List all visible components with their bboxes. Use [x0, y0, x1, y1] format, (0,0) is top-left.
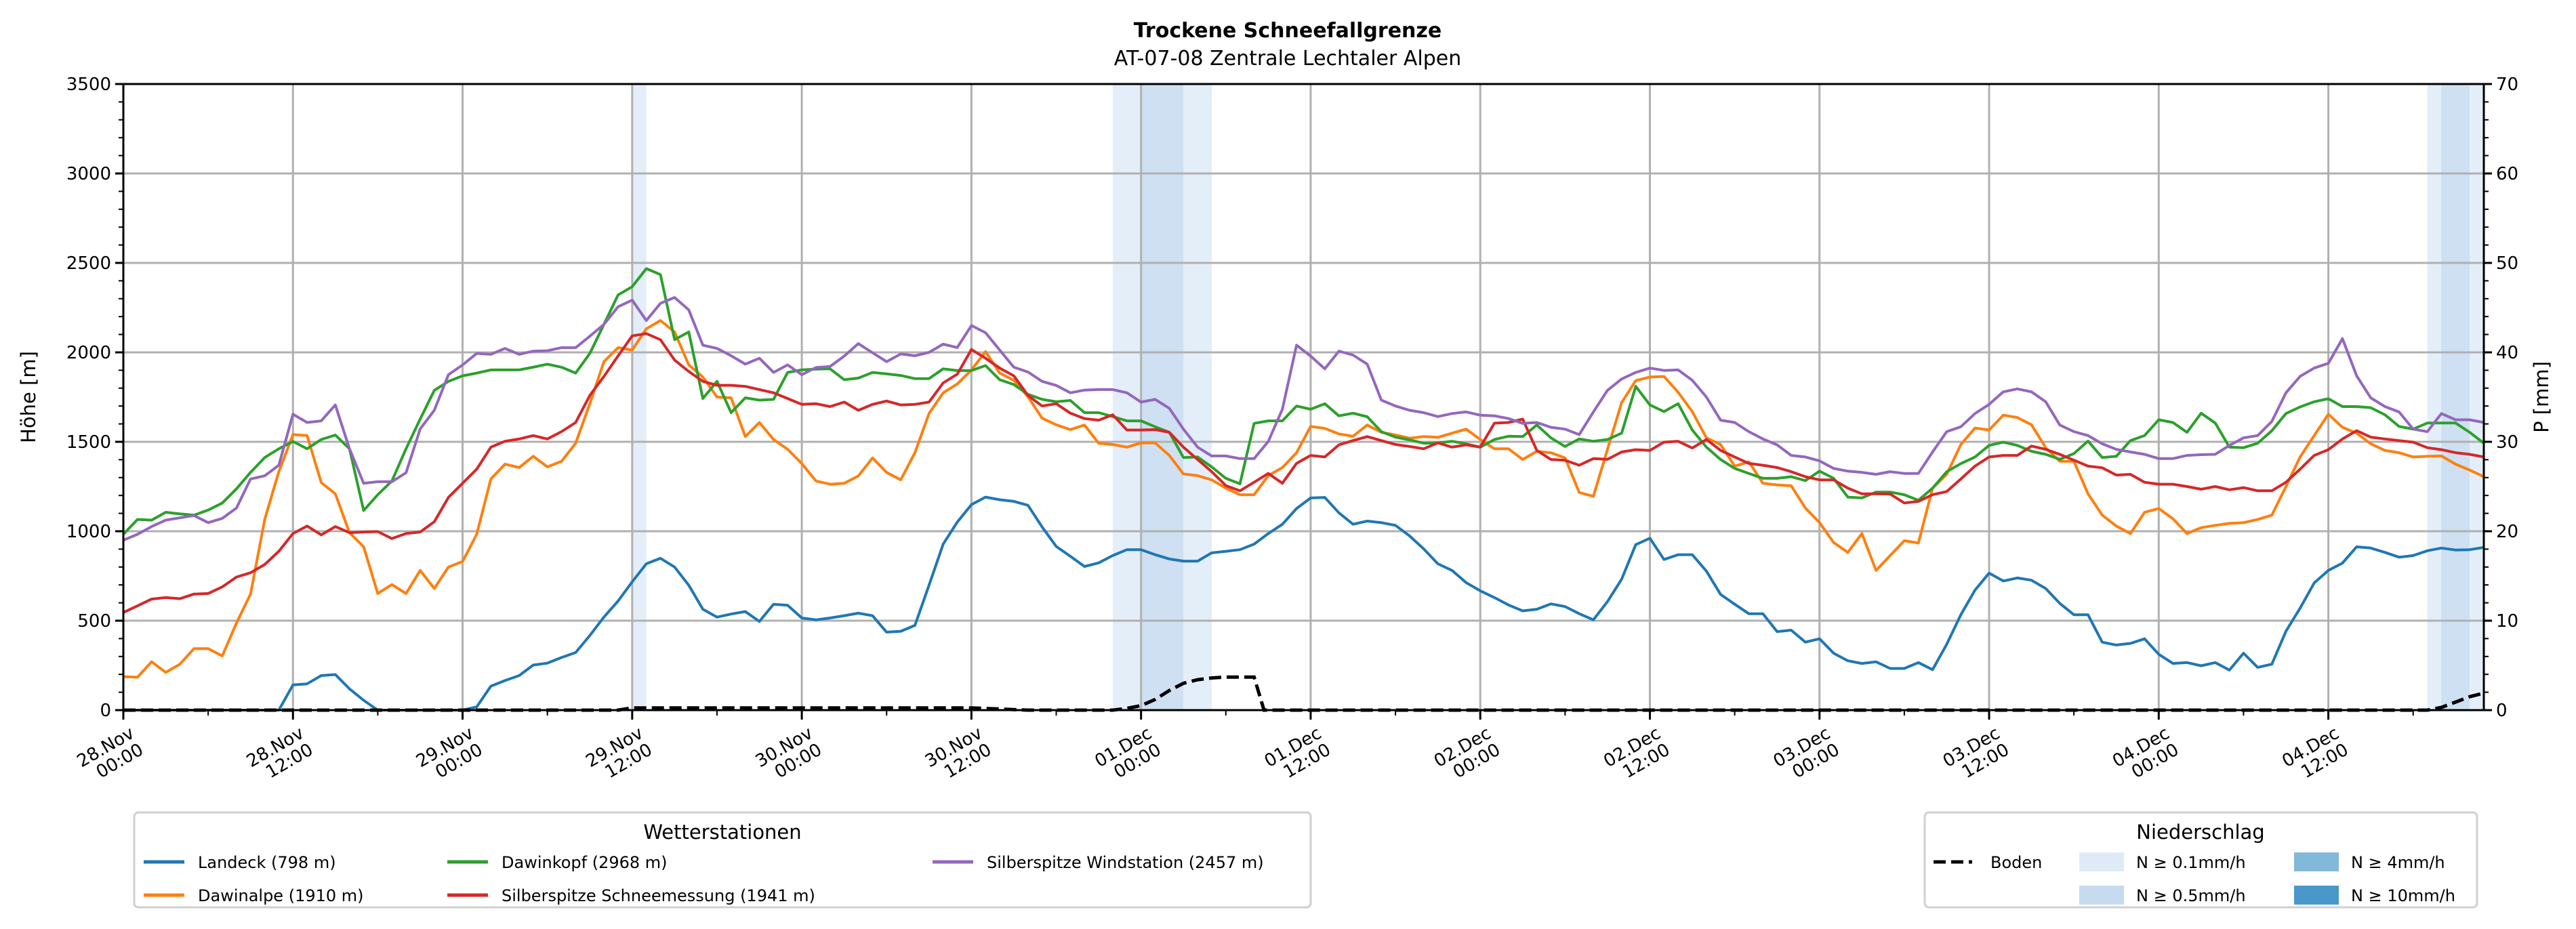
- precip-level-label: N ≥ 4mm/h: [2351, 853, 2445, 872]
- series-line-landeck: [123, 495, 2485, 711]
- legend-stations-title: Wetterstationen: [643, 821, 801, 844]
- legend-label: Silberspitze Windstation (2457 m): [987, 853, 1264, 872]
- chart-title: Trockene Schneefallgrenze: [1134, 19, 1442, 43]
- precip-level-swatch: [2294, 886, 2339, 905]
- y-axis-right-label: P [mm]: [2530, 361, 2553, 433]
- plot-frame: [122, 83, 2485, 711]
- precip-band: [1141, 84, 1184, 710]
- legend-label: Dawinkopf (2968 m): [502, 853, 668, 872]
- y-tick-label: 3000: [66, 164, 111, 184]
- precip-level-label: N ≥ 0.1mm/h: [2136, 853, 2246, 872]
- y-tick-label: 0: [100, 701, 111, 721]
- series-line-silberspitze: [123, 296, 2485, 542]
- precip-band: [1112, 84, 1141, 710]
- precip-level-swatch: [2079, 852, 2124, 871]
- y-tick-label: 3500: [66, 75, 111, 95]
- precip-band: [2441, 84, 2470, 710]
- grid: [122, 83, 2484, 711]
- precip-level-swatch: [2079, 886, 2124, 905]
- precip-bands: [632, 84, 2484, 710]
- y-right-tick-label: 30: [2496, 432, 2518, 453]
- boden-legend-label: Boden: [1990, 853, 2042, 872]
- axes: 0 500 1000 1500 2000 2500 3000 3500 0 10 20 30 40 50 6…: [66, 75, 2518, 783]
- y-tick-label: 2000: [66, 343, 111, 363]
- precip-level-label: N ≥ 0.5mm/h: [2136, 886, 2246, 905]
- precip-level-swatch: [2294, 852, 2339, 871]
- precip-band: [2470, 84, 2484, 710]
- y-right-tick-label: 40: [2496, 343, 2518, 363]
- series-lines: [122, 267, 2485, 712]
- legend-label: Dawinalpe (1910 m): [198, 886, 364, 905]
- y-axis-label: Höhe [m]: [17, 351, 40, 443]
- y-tick-label: 1000: [66, 522, 111, 542]
- y-right-tick-label: 70: [2496, 75, 2518, 95]
- series-line-silberspitze: [123, 332, 2485, 614]
- series-line-dawinkopf: [122, 267, 2485, 535]
- precip-band: [2427, 84, 2442, 710]
- legend-label: Silberspitze Schneemessung (1941 m): [502, 886, 815, 905]
- precip-band: [632, 84, 647, 710]
- legend-stations: Wetterstationen Landeck (798 m) Dawinalpe…: [133, 811, 1312, 909]
- y-right-tick-label: 0: [2496, 701, 2508, 721]
- y-right-tick-label: 60: [2496, 164, 2518, 184]
- series-line-dawinalpe: [123, 319, 2485, 679]
- y-right-tick-label: 50: [2496, 253, 2518, 274]
- y-tick-label: 1500: [66, 432, 111, 453]
- legend-precip-title: Niederschlag: [2136, 821, 2264, 844]
- precip-band: [1183, 84, 1212, 710]
- y-right-tick-label: 20: [2496, 522, 2518, 542]
- y-tick-label: 500: [77, 611, 111, 632]
- legend-label: Landeck (798 m): [198, 853, 336, 872]
- y-tick-label: 2500: [66, 253, 111, 274]
- precip-level-label: N ≥ 10mm/h: [2351, 886, 2455, 905]
- legend-precip: Niederschlag Boden N ≥ 0.1mm/h N ≥ 0.5mm/…: [1923, 811, 2478, 909]
- chart-subtitle: AT-07-08 Zentrale Lechtaler Alpen: [1114, 47, 1461, 70]
- y-right-tick-label: 10: [2496, 611, 2518, 632]
